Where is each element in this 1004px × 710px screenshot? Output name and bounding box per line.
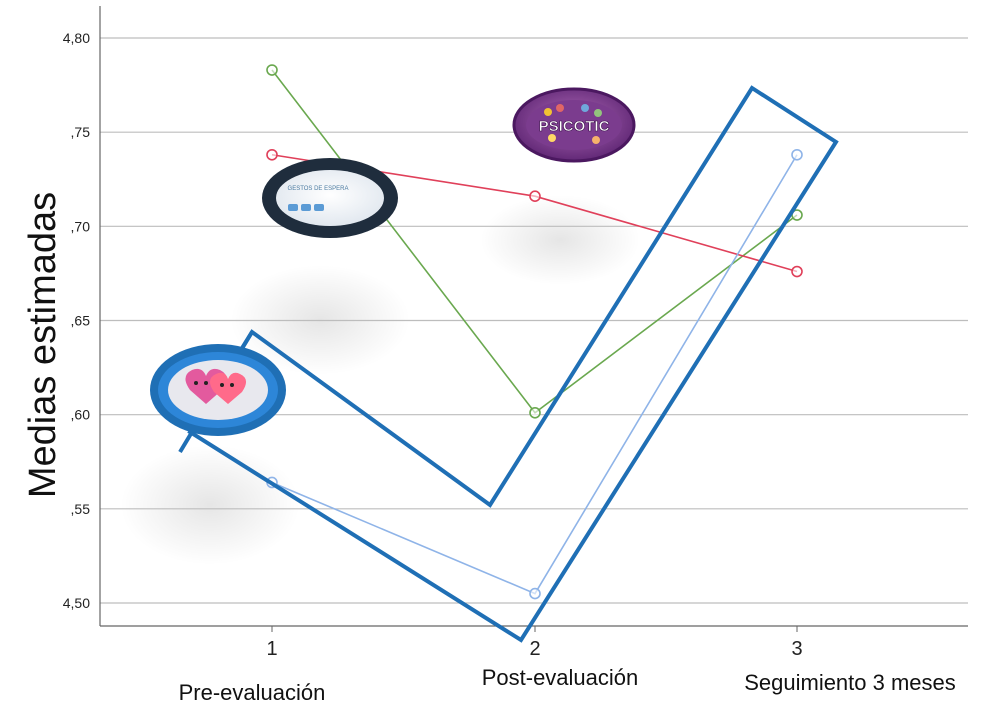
data-point — [529, 587, 541, 600]
data-point — [266, 64, 278, 76]
axes — [99, 6, 968, 627]
badge-left-low — [150, 344, 286, 436]
data-point — [529, 406, 541, 419]
heart-figures — [185, 368, 247, 404]
y-tick-labels: 4,50 ,55 ,60 ,65 ,70 ,75 4,80 — [63, 30, 90, 611]
y-tick-label: ,55 — [71, 501, 91, 517]
series-3 — [266, 148, 803, 600]
data-point — [266, 148, 278, 161]
badge-left-mid: GESTOS DE ESPERA — [262, 158, 398, 238]
category-label-post: Post-evaluación — [482, 665, 639, 690]
badge-top-center: PSICOTIC — [512, 87, 636, 163]
x-tick-label: 3 — [791, 638, 802, 660]
x-tick-label: 2 — [529, 638, 540, 660]
y-tick-label: 4,50 — [63, 595, 90, 611]
gridlines — [100, 37, 968, 604]
y-tick-label: 4,80 — [63, 30, 90, 46]
category-label-followup: Seguimiento 3 meses — [744, 670, 956, 695]
category-label-pre: Pre-evaluación — [179, 680, 326, 705]
badge-left-mid-text: GESTOS DE ESPERA — [288, 186, 349, 192]
data-point — [791, 148, 803, 161]
data-point — [529, 190, 541, 202]
y-tick-label: ,70 — [71, 218, 91, 234]
y-tick-label: ,65 — [71, 313, 91, 329]
badge-top-center-text: PSICOTIC — [539, 118, 610, 135]
y-tick-label: ,60 — [71, 407, 91, 423]
x-tick-label: 1 — [266, 638, 277, 660]
y-tick-label: ,75 — [71, 124, 91, 140]
data-point — [791, 265, 803, 278]
y-axis-label: Medias estimadas — [22, 192, 64, 498]
x-tick-labels: 1 2 3 — [266, 626, 803, 660]
